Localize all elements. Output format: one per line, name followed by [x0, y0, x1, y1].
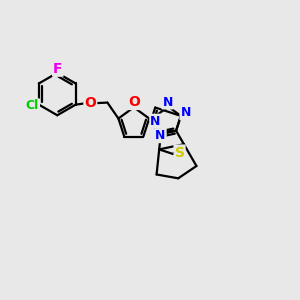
Text: N: N [155, 129, 166, 142]
Text: N: N [150, 115, 161, 128]
Text: S: S [175, 146, 184, 160]
Text: Cl: Cl [26, 99, 39, 112]
Text: O: O [128, 95, 140, 109]
Text: F: F [53, 62, 63, 76]
Text: N: N [180, 106, 191, 119]
Text: O: O [84, 96, 96, 110]
Text: N: N [163, 95, 173, 109]
